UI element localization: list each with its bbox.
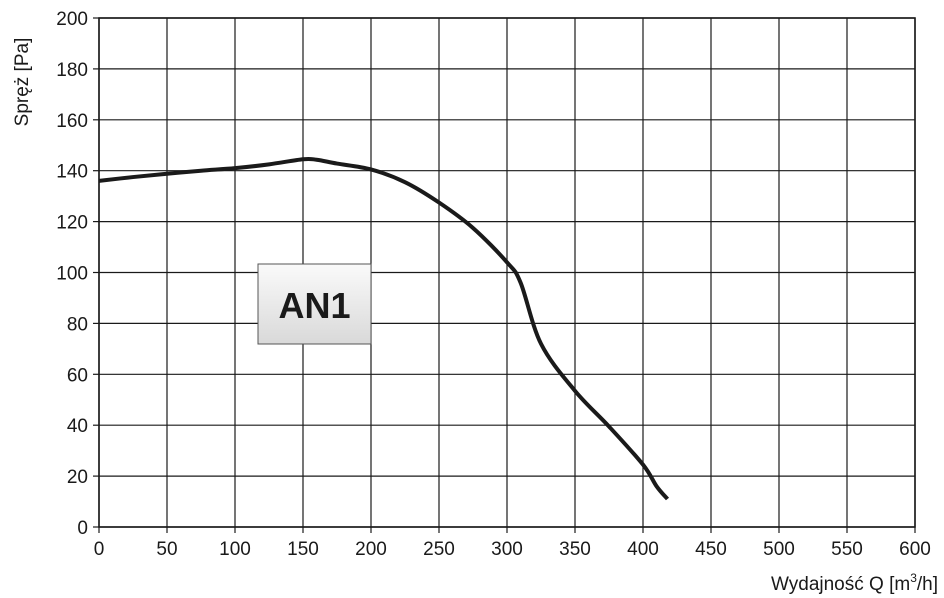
x-axis-title: Wydajność Q [m3/h] [771,571,938,595]
annotation-label: AN1 [278,285,350,326]
x-tick-label-200: 200 [355,539,387,560]
axes: 0 50 100 150 200 250 300 350 400 450 500 550 600 0 20 4… [56,9,931,560]
x-axis-title-end: /h] [917,574,938,595]
y-tick-label-120: 120 [56,213,88,234]
x-tick-label-400: 400 [627,539,659,560]
x-tick-label-600: 600 [899,539,931,560]
y-tick-label-180: 180 [56,60,88,81]
x-tick-label-100: 100 [219,539,251,560]
y-tick-label-100: 100 [56,264,88,285]
x-tick-label-450: 450 [695,539,727,560]
y-tick-label-20: 20 [67,467,88,488]
x-tick-label-250: 250 [423,539,455,560]
x-tick-label-150: 150 [287,539,319,560]
annotation-box-background [257,263,372,345]
x-axis-title-main: Wydajność Q [m [771,574,910,595]
y-tick-label-160: 160 [56,111,88,132]
grid [98,17,916,528]
x-tick-label-50: 50 [156,539,177,560]
y-tick-label-140: 140 [56,162,88,183]
y-tick-label-60: 60 [67,365,88,386]
x-tick-label-0: 0 [94,539,105,560]
x-axis-title-sup: 3 [910,571,917,585]
y-tick-label-200: 200 [56,9,88,30]
y-tick-label-80: 80 [67,314,88,335]
x-tick-label-500: 500 [763,539,795,560]
series [98,156,670,501]
y-tick-label-40: 40 [67,416,88,437]
y-tick-label-0: 0 [77,518,88,539]
series-line-0 [98,156,670,501]
annotation-box: AN1 [257,263,372,345]
x-tick-label-300: 300 [491,539,523,560]
x-tick-label-550: 550 [831,539,863,560]
y-axis-title: Spręż [Pa] [12,38,33,127]
x-tick-label-350: 350 [559,539,591,560]
